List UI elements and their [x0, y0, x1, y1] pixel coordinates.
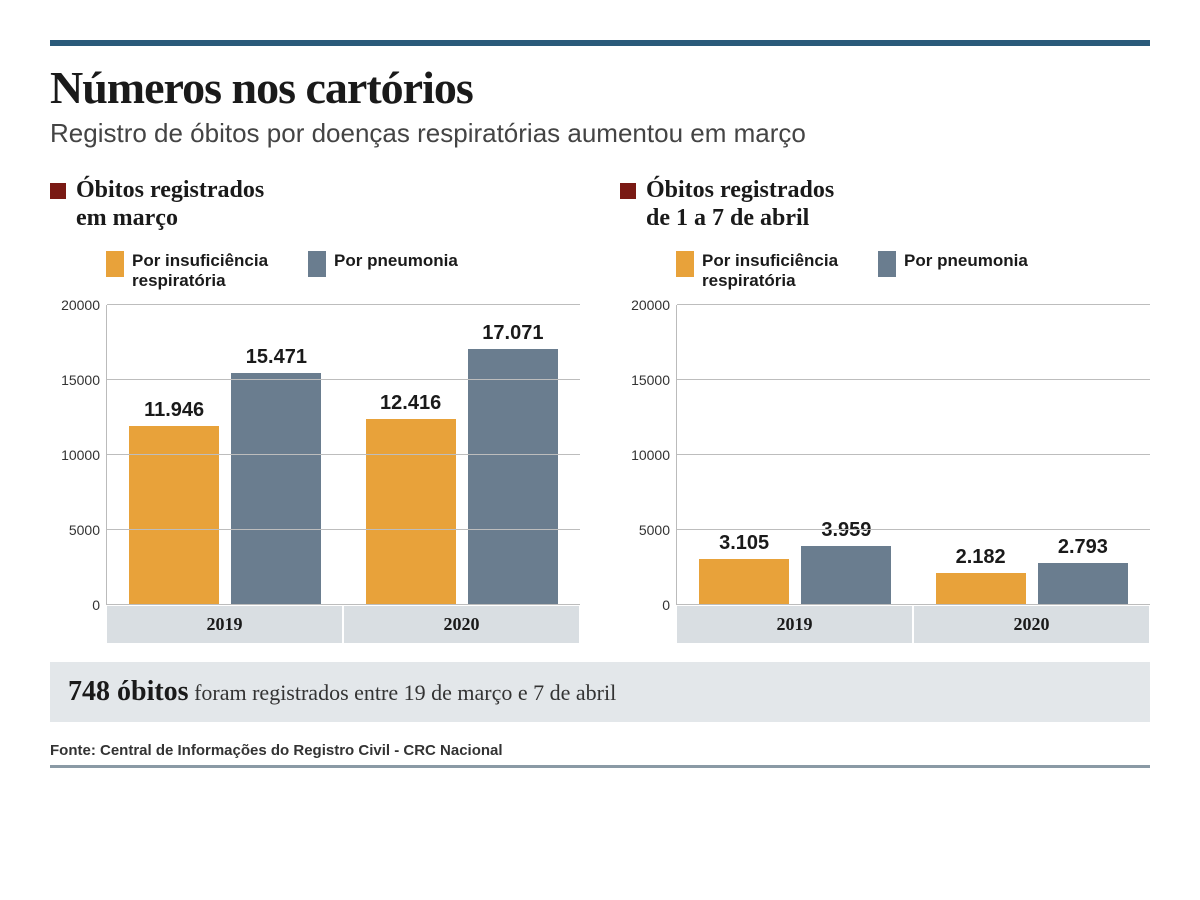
- bar-a: [129, 426, 219, 605]
- bar-wrap: 3.959: [797, 305, 895, 605]
- gridline: [107, 454, 580, 455]
- x-axis: 20192020: [106, 605, 580, 644]
- footer-strong: 748 óbitos: [68, 676, 189, 707]
- panels-row: Óbitos registrados em março Por insufici…: [50, 177, 1150, 644]
- bullet-icon: [620, 183, 636, 199]
- headline: Números nos cartórios: [50, 64, 1150, 112]
- bar-wrap: 17.071: [464, 305, 562, 605]
- gridline: [107, 379, 580, 380]
- bar-wrap: 2.793: [1034, 305, 1132, 605]
- bar-value-label: 17.071: [482, 322, 543, 345]
- legend-item-a: Por insuficiência respiratória: [106, 251, 268, 295]
- legend-label-a: Por insuficiência respiratória: [132, 251, 268, 290]
- gridline: [677, 529, 1150, 530]
- top-rule: [50, 40, 1150, 46]
- legend-item-b: Por pneumonia: [308, 251, 458, 295]
- legend-swatch-a-icon: [106, 251, 124, 277]
- bar-value-label: 3.959: [821, 519, 871, 542]
- x-category-label: 2019: [106, 605, 343, 644]
- bar-group: 2.182 2.793: [914, 305, 1151, 605]
- x-category-label: 2020: [913, 605, 1150, 644]
- legend: Por insuficiência respiratória Por pneum…: [50, 251, 580, 295]
- y-tick-label: 15000: [620, 372, 670, 388]
- bar-groups: 11.946 15.471 12.416 17.071: [107, 305, 580, 605]
- panel-title-row: Óbitos registrados de 1 a 7 de abril: [620, 177, 1150, 233]
- legend-item-b: Por pneumonia: [878, 251, 1028, 295]
- bar-value-label: 2.793: [1058, 536, 1108, 559]
- subhead: Registro de óbitos por doenças respirató…: [50, 118, 1150, 149]
- legend-swatch-b-icon: [308, 251, 326, 277]
- chart-march: 05000100001500020000 11.94615.47112.4161…: [50, 305, 580, 605]
- bar-a: [936, 573, 1026, 606]
- panel-title: Óbitos registrados em março: [76, 177, 264, 232]
- y-tick-label: 5000: [620, 522, 670, 538]
- bar-b: [468, 349, 558, 605]
- y-tick-label: 5000: [50, 522, 100, 538]
- y-tick-label: 10000: [620, 447, 670, 463]
- x-axis: 20192020: [676, 605, 1150, 644]
- plot-area: 3.105 3.959 2.182 2.793: [676, 305, 1150, 605]
- y-tick-label: 20000: [620, 297, 670, 313]
- panel-march: Óbitos registrados em março Por insufici…: [50, 177, 580, 644]
- gridline: [107, 529, 580, 530]
- bar-b: [1038, 563, 1128, 605]
- plot-area: 11.946 15.471 12.416 17.071: [106, 305, 580, 605]
- y-tick-label: 0: [50, 597, 100, 613]
- bar-wrap: 15.471: [227, 305, 325, 605]
- gridline: [677, 454, 1150, 455]
- y-tick-label: 10000: [50, 447, 100, 463]
- legend-label-a: Por insuficiência respiratória: [702, 251, 838, 290]
- legend-swatch-a-icon: [676, 251, 694, 277]
- bar-value-label: 15.471: [246, 346, 307, 369]
- gridline: [677, 304, 1150, 305]
- bar-a: [366, 419, 456, 605]
- legend: Por insuficiência respiratória Por pneum…: [620, 251, 1150, 295]
- bar-b: [801, 546, 891, 605]
- bar-groups: 3.105 3.959 2.182 2.793: [677, 305, 1150, 605]
- gridline: [107, 604, 580, 605]
- y-axis: 05000100001500020000: [620, 305, 676, 605]
- bar-group: 11.946 15.471: [107, 305, 344, 605]
- bar-group: 12.416 17.071: [344, 305, 581, 605]
- bar-value-label: 12.416: [380, 392, 441, 415]
- x-category-label: 2019: [676, 605, 913, 644]
- bar-b: [231, 373, 321, 605]
- legend-label-b: Por pneumonia: [334, 251, 458, 271]
- bar-wrap: 12.416: [362, 305, 460, 605]
- legend-swatch-b-icon: [878, 251, 896, 277]
- bar-value-label: 11.946: [144, 399, 204, 422]
- bullet-icon: [50, 183, 66, 199]
- bottom-rule: [50, 765, 1150, 768]
- gridline: [677, 604, 1150, 605]
- x-category-label: 2020: [343, 605, 580, 644]
- bar-a: [699, 559, 789, 606]
- bar-group: 3.105 3.959: [677, 305, 914, 605]
- chart-april: 05000100001500020000 3.1053.9592.1822.79…: [620, 305, 1150, 605]
- gridline: [677, 379, 1150, 380]
- bar-value-label: 2.182: [956, 546, 1006, 569]
- footer-band: 748 óbitos foram registrados entre 19 de…: [50, 662, 1150, 722]
- source-line: Fonte: Central de Informações do Registr…: [50, 742, 1150, 759]
- panel-title: Óbitos registrados de 1 a 7 de abril: [646, 177, 834, 232]
- bar-wrap: 2.182: [932, 305, 1030, 605]
- bar-value-label: 3.105: [719, 532, 769, 555]
- legend-label-b: Por pneumonia: [904, 251, 1028, 271]
- y-tick-label: 15000: [50, 372, 100, 388]
- bar-wrap: 11.946: [125, 305, 223, 605]
- y-axis: 05000100001500020000: [50, 305, 106, 605]
- gridline: [107, 304, 580, 305]
- legend-item-a: Por insuficiência respiratória: [676, 251, 838, 295]
- y-tick-label: 20000: [50, 297, 100, 313]
- panel-title-row: Óbitos registrados em março: [50, 177, 580, 233]
- y-tick-label: 0: [620, 597, 670, 613]
- panel-april: Óbitos registrados de 1 a 7 de abril Por…: [620, 177, 1150, 644]
- footer-rest: foram registrados entre 19 de março e 7 …: [189, 680, 617, 705]
- bar-wrap: 3.105: [695, 305, 793, 605]
